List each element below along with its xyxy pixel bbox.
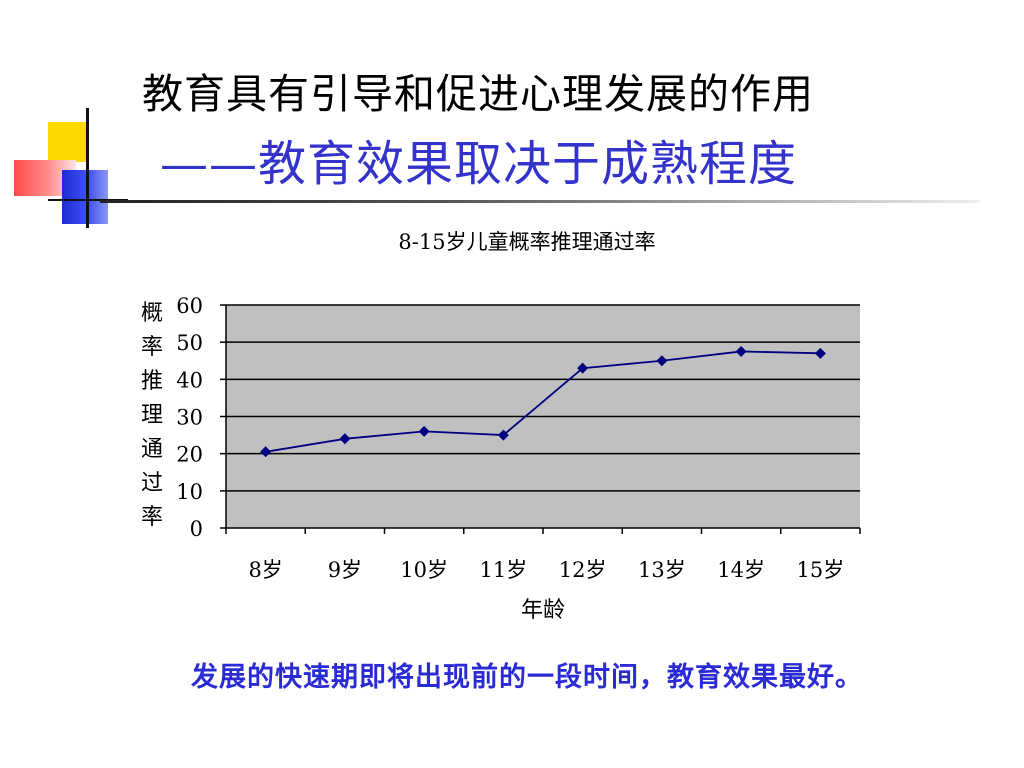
chart-title: 8-15岁儿童概率推理通过率	[398, 230, 656, 254]
data-point	[497, 429, 509, 441]
data-point	[577, 362, 589, 374]
logo-yellow-square	[48, 122, 88, 162]
x-tick-label: 15岁	[797, 558, 845, 582]
title-divider	[100, 200, 980, 203]
data-point	[814, 347, 826, 359]
y-tick-label: 20	[176, 443, 203, 467]
data-point	[418, 425, 430, 437]
slide-title-line1: 教育具有引导和促进心理发展的作用	[142, 70, 814, 118]
slide-title-line2: ——教育效果取决于成熟程度	[160, 136, 798, 192]
logo-vertical-line	[86, 108, 89, 228]
data-point	[339, 433, 351, 445]
y-tick-label: 50	[176, 331, 203, 355]
x-tick-label: 9岁	[328, 558, 362, 582]
x-tick-label: 13岁	[638, 558, 686, 582]
footer-note: 发展的快速期即将出现前的一段时间，教育效果最好。	[191, 662, 863, 693]
x-tick-label: 14岁	[717, 558, 765, 582]
logo-horizontal-line	[48, 199, 128, 201]
y-tick-label: 30	[176, 406, 203, 430]
data-point	[260, 446, 272, 458]
x-tick-label: 10岁	[400, 558, 448, 582]
y-tick-label: 0	[190, 517, 203, 541]
decorative-logo	[0, 100, 150, 230]
x-tick-label: 12岁	[559, 558, 607, 582]
data-point	[656, 355, 668, 367]
y-tick-label: 40	[176, 368, 203, 392]
y-tick-label: 60	[176, 294, 203, 318]
x-axis-label: 年龄	[521, 598, 565, 623]
x-tick-label: 11岁	[480, 558, 528, 582]
series-line	[265, 350, 821, 453]
logo-blue-square	[62, 170, 108, 224]
y-tick-label: 10	[176, 480, 203, 504]
x-tick-label: 8岁	[248, 558, 282, 582]
data-point	[735, 345, 747, 357]
chart-y-axis-label: 概率推理通过率	[140, 301, 163, 530]
